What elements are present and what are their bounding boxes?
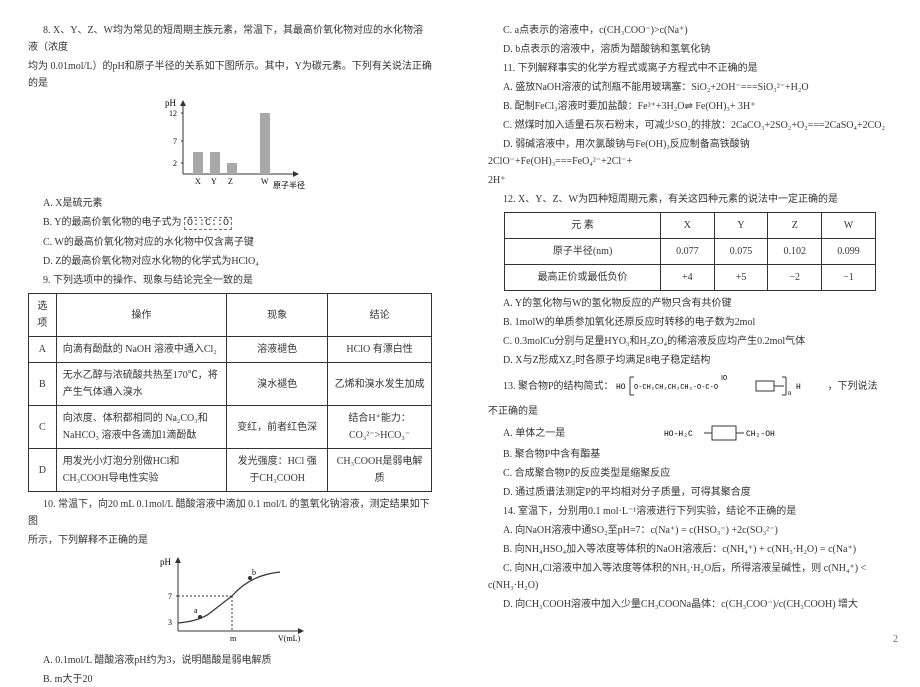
table-q12: 元 素XYZW 原子半径(nm)0.0770.0750.1020.099 最高正… xyxy=(504,212,876,291)
q8-barchart: pH 12 7 2 X Y Z W 原子半径 xyxy=(28,96,432,191)
svg-text:a: a xyxy=(194,606,198,615)
svg-text:O-CH₂CH₂CH₂CH₂-O-C-O: O-CH₂CH₂CH₂CH₂-O-C-O xyxy=(634,384,718,392)
svg-text:b: b xyxy=(252,568,256,577)
table-row: C向浓度、体积都相同的 Na₂CO₃和 NaHCO₃ 溶液中各滴加1滴酚酞变红，… xyxy=(29,406,432,449)
svg-text:7: 7 xyxy=(168,592,172,601)
q8-C: C. W的最高价氧化物对应的水化物中仅含离子键 xyxy=(28,234,432,251)
table-q9: 选项操作现象结论 A向滴有酚酞的 NaOH 溶液中通入Cl₂溶液褪色HClO 有… xyxy=(28,293,432,492)
q13-A: A. 单体之一是 HO-H₂C CH₂-OH xyxy=(488,422,892,444)
svg-text:7: 7 xyxy=(173,137,177,146)
svg-text:CH₂-OH: CH₂-OH xyxy=(746,430,775,439)
svg-text:pH: pH xyxy=(165,98,177,108)
table-row: 选项操作现象结论 xyxy=(29,294,432,337)
left-column: 8. X、Y、Z、W均为常见的短周期主族元素，常温下，其最高价氧化物对应的水化物… xyxy=(0,0,460,651)
svg-text:X: X xyxy=(195,177,201,186)
table-row: 原子半径(nm)0.0770.0750.1020.099 xyxy=(505,239,876,265)
svg-text:3: 3 xyxy=(168,618,172,627)
q10-linechart: pH 7 3 a b m V(mL) xyxy=(28,553,432,648)
q12-A: A. Y的氢化物与W的氢化物反应的产物只含有共价键 xyxy=(488,295,892,312)
q13-line: 13. 聚合物P的结构简式： HO O-CH₂CH₂CH₂CH₂-O-C-O ‖… xyxy=(488,371,892,401)
svg-text:pH: pH xyxy=(160,557,172,567)
svg-text:2: 2 xyxy=(173,159,177,168)
polymer-structure-icon: HO O-CH₂CH₂CH₂CH₂-O-C-O ‖O n H xyxy=(616,371,826,401)
q11-D2: 2H⁺ xyxy=(488,172,892,189)
q8-B: B. Y的最高价氧化物的电子式为 Ö::C::Ö xyxy=(28,214,432,232)
q14-A: A. 向NaOH溶液中通SO₂至pH=7：c(Na⁺) = c(HSO₃⁻) +… xyxy=(488,522,892,539)
svg-text:HO-H₂C: HO-H₂C xyxy=(664,430,693,439)
q14-D: D. 向CH₃COOH溶液中加入少量CH₃COONa晶体：c(CH₃COO⁻)/… xyxy=(488,596,892,613)
q10-A: A. 0.1mol/L 醋酸溶液pH约为3，说明醋酸是弱电解质 xyxy=(28,652,432,669)
q8-D: D. Z的最高价氧化物对应水化物的化学式为HClO₄ xyxy=(28,253,432,270)
svg-text:m: m xyxy=(230,634,237,643)
q10-line1: 10. 常温下，向20 mL 0.1mol/L 醋酸溶液中滴加 0.1 mol/… xyxy=(28,496,432,530)
svg-text:H: H xyxy=(796,383,801,392)
q10-line2: 所示，下列解释不正确的是 xyxy=(28,532,432,549)
q14-C: C. 向NH₄Cl溶液中加入等浓度等体积的NH₃·H₂O后，所得溶液呈碱性，则 … xyxy=(488,560,892,594)
table-row: B无水乙醇与浓硫酸共热至170℃，将产生气体通入溴水溴水褪色乙烯和溴水发生加成 xyxy=(29,363,432,406)
q13-C: C. 合成聚合物P的反应类型是缩聚反应 xyxy=(488,465,892,482)
q12: 12. X、Y、Z、W为四种短周期元素，有关这四种元素的说法中一定正确的是 xyxy=(488,191,892,208)
q10-D: D. b点表示的溶液中，溶质为醋酸钠和氢氧化钠 xyxy=(488,41,892,58)
svg-text:Z: Z xyxy=(228,177,233,186)
page-number: 2 xyxy=(893,634,898,645)
q11-B: B. 配制FeCl₃溶液时要加盐酸：Fe³⁺+3H₂O⇌ Fe(OH)₃+ 3H… xyxy=(488,98,892,115)
q11-D: D. 弱碱溶液中，用次氯酸钠与Fe(OH)₃反应制备高铁酸钠 2ClO⁻+Fe(… xyxy=(488,136,892,170)
q9: 9. 下列选项中的操作、现象与结论完全一致的是 xyxy=(28,272,432,289)
q13-D: D. 通过质谱法测定P的平均相对分子质量，可得其聚合度 xyxy=(488,484,892,501)
q11-C: C. 燃煤时加入适量石灰石粉末，可减少SO₂的排放：2CaCO₃+2SO₂+O₂… xyxy=(488,117,892,134)
q12-B: B. 1molW的单质参加氧化还原反应时转移的电子数为2mol xyxy=(488,314,892,331)
q11-A: A. 盛放NaOH溶液的试剂瓶不能用玻璃塞：SiO₂+2OH⁻===SiO₃²⁻… xyxy=(488,79,892,96)
q10-B: B. m大于20 xyxy=(28,671,432,687)
table-row: 最高正价或最低负价+4+5−2−1 xyxy=(505,265,876,291)
svg-text:V(mL): V(mL) xyxy=(278,634,301,643)
table-row: D用发光小灯泡分别做HCl和CH₃COOH导电性实验发光强度：HCl 强于CH₃… xyxy=(29,449,432,492)
q8-B-struct: Ö::C::Ö xyxy=(184,217,232,230)
svg-text:‖O: ‖O xyxy=(721,375,727,383)
q12-D: D. X与Z形成XZ₂时各原子均满足8电子稳定结构 xyxy=(488,352,892,369)
q14: 14. 室温下，分别用0.1 mol·L⁻¹溶液进行下列实验，结论不正确的是 xyxy=(488,503,892,520)
svg-text:12: 12 xyxy=(169,109,177,118)
q8-line2: 均为 0.01mol/L）的pH和原子半径的关系如下图所示。其中，Y为碳元素。下… xyxy=(28,58,432,92)
right-column: C. a点表示的溶液中，c(CH₃COO⁻)>c(Na⁺) D. b点表示的溶液… xyxy=(460,0,920,651)
svg-text:W: W xyxy=(261,177,269,186)
monomer-structure-icon: HO-H₂C CH₂-OH xyxy=(664,422,794,444)
q14-B: B. 向NH₄HSO₄加入等浓度等体积的NaOH溶液后：c(NH₄⁺) + c(… xyxy=(488,541,892,558)
table-row: A向滴有酚酞的 NaOH 溶液中通入Cl₂溶液褪色HClO 有漂白性 xyxy=(29,337,432,363)
q12-C: C. 0.3molCu分别与足量HYO₃和H₂ZO₄的稀溶液反应均产生0.2mo… xyxy=(488,333,892,350)
svg-text:HO: HO xyxy=(616,383,626,392)
q13-B: B. 聚合物P中含有酯基 xyxy=(488,446,892,463)
q10-C: C. a点表示的溶液中，c(CH₃COO⁻)>c(Na⁺) xyxy=(488,22,892,39)
svg-text:n: n xyxy=(788,389,792,397)
q11: 11. 下列解释事实的化学方程式或离子方程式中不正确的是 xyxy=(488,60,892,77)
table-row: 元 素XYZW xyxy=(505,213,876,239)
svg-text:原子半径: 原子半径 xyxy=(273,180,305,190)
q8-line1: 8. X、Y、Z、W均为常见的短周期主族元素，常温下，其最高价氧化物对应的水化物… xyxy=(28,22,432,56)
q13-line3: 不正确的是 xyxy=(488,403,892,420)
q8-A: A. X是硫元素 xyxy=(28,195,432,212)
svg-text:Y: Y xyxy=(211,177,217,186)
